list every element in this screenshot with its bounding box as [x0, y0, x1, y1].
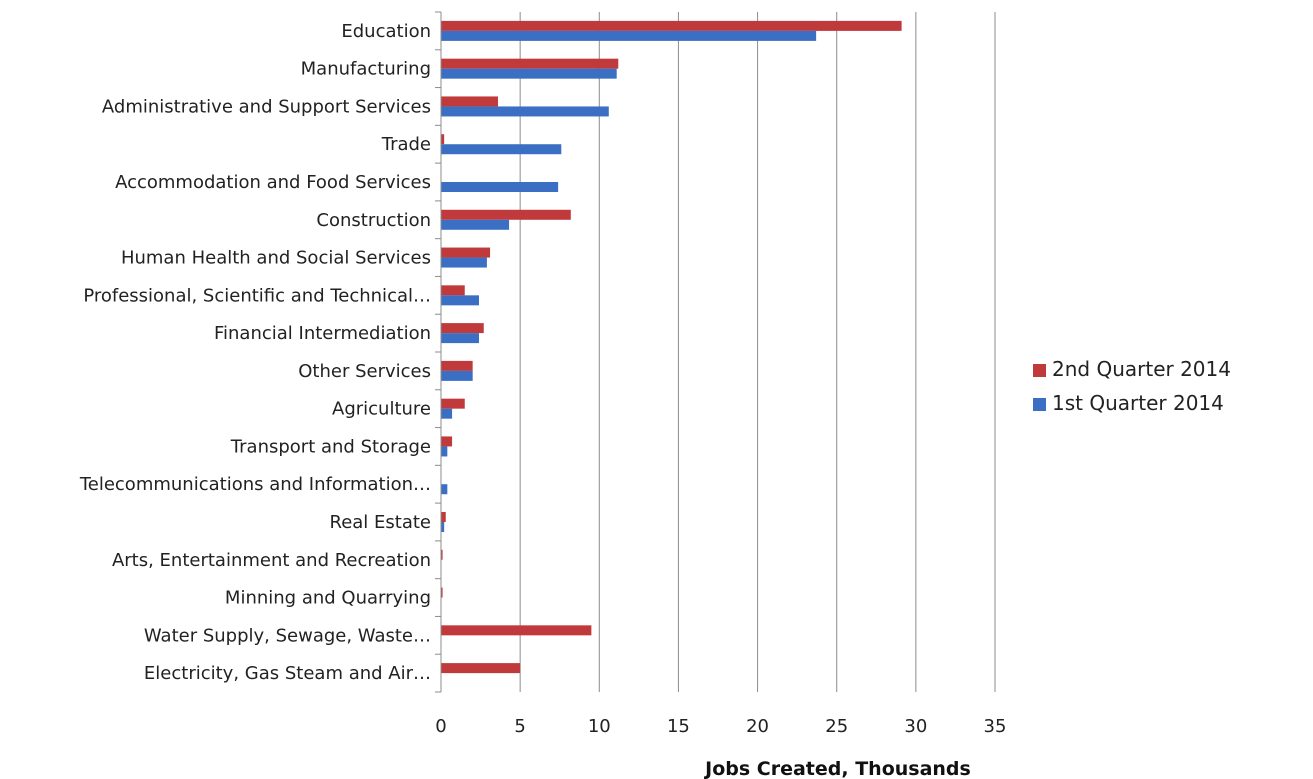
category-label: Accommodation and Food Services [115, 172, 431, 193]
bar-q2 [441, 285, 465, 296]
x-tick-label: 35 [984, 716, 1007, 737]
legend: 2nd Quarter 2014 1st Quarter 2014 [1033, 357, 1231, 415]
bar-q1 [441, 144, 562, 155]
bar-q2 [441, 247, 491, 258]
bar-q1 [441, 182, 559, 192]
bar-q2 [441, 20, 902, 31]
category-label: Professional, Scientific and Technical… [83, 285, 431, 306]
bar-q2 [441, 134, 445, 145]
category-label: Manufacturing [301, 59, 431, 80]
x-tick-label: 5 [514, 716, 525, 737]
bar-q1 [441, 30, 817, 41]
category-label: Minning and Quarrying [225, 588, 431, 609]
x-tick-label: 25 [825, 716, 848, 737]
bar-q2 [441, 96, 498, 107]
bars [441, 20, 902, 674]
bar-q2 [441, 360, 473, 371]
legend-label: 1st Quarter 2014 [1052, 391, 1224, 415]
category-label: Financial Intermediation [214, 323, 431, 344]
gridlines [519, 12, 996, 692]
category-label: Administrative and Support Services [102, 96, 431, 117]
category-label: Human Health and Social Services [121, 248, 431, 269]
legend-swatch [1033, 364, 1046, 377]
x-tick-label: 0 [435, 716, 446, 737]
bar-q1 [441, 522, 445, 532]
bar-q1 [441, 295, 479, 306]
category-label: Other Services [298, 361, 431, 382]
bar-q2 [441, 436, 453, 447]
bar-q1 [441, 68, 617, 79]
category-label: Water Supply, Sewage, Waste… [144, 625, 431, 646]
bar-q2 [441, 209, 571, 220]
bar-q2 [441, 625, 592, 636]
category-labels: Education Manufacturing Administrative and… [79, 21, 431, 684]
x-axis-ticks: 0 5 10 15 20 25 30 35 [435, 11, 1007, 737]
bar-q2 [441, 323, 484, 334]
bar-q1 [441, 446, 448, 457]
bar-q1 [441, 484, 448, 495]
x-tick-label: 30 [904, 716, 927, 737]
category-label: Education [341, 21, 431, 42]
x-tick-label: 15 [667, 716, 690, 737]
bar-q1 [441, 219, 510, 230]
legend-swatch [1033, 398, 1046, 411]
bar-q2 [441, 587, 443, 598]
category-label: Electricity, Gas Steam and Air… [144, 663, 431, 684]
bar-q1 [441, 257, 487, 268]
category-label: Transport and Storage [230, 436, 431, 457]
category-label: Real Estate [330, 512, 432, 533]
bar-q2 [441, 663, 521, 674]
category-label: Arts, Entertainment and Recreation [112, 550, 431, 571]
bar-q1 [441, 106, 609, 117]
bar-q2 [441, 58, 619, 69]
bar-q1 [441, 370, 473, 381]
x-tick-label: 20 [746, 716, 769, 737]
bar-q2 [441, 549, 443, 560]
category-label: Trade [381, 134, 431, 155]
category-label: Agriculture [332, 399, 431, 420]
bar-q2 [441, 398, 465, 409]
x-axis-title: Jobs Created, Thousands [703, 758, 971, 779]
category-label: Telecommunications and Information… [79, 474, 431, 495]
category-label: Construction [316, 210, 431, 231]
bar-q2 [441, 512, 446, 522]
bar-q1 [441, 333, 479, 344]
legend-label: 2nd Quarter 2014 [1052, 357, 1231, 381]
x-tick-label: 10 [588, 716, 611, 737]
bar-q1 [441, 408, 453, 419]
